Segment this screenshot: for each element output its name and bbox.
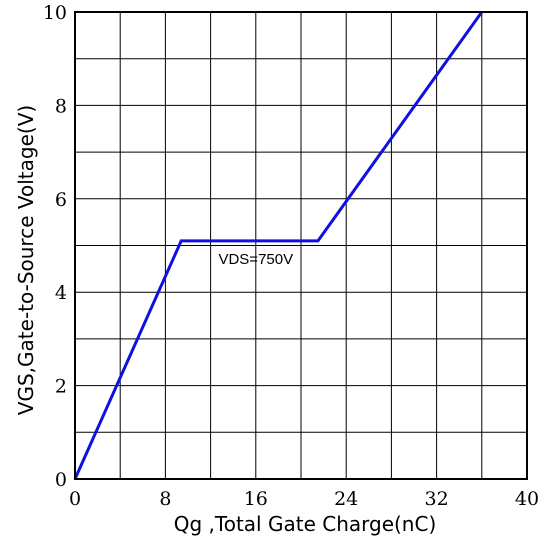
y-tick-label: 8 [55,95,67,117]
x-tick-label: 40 [515,488,539,510]
y-axis-label: VGS,Gate-to-Source Voltage(V) [14,105,38,415]
y-tick-label: 0 [55,469,67,491]
x-tick-label: 8 [159,488,171,510]
annotations: VDS=750V [218,251,293,268]
vgs-curve [73,11,484,480]
x-tick-label: 16 [244,488,268,510]
plot-area-frame [74,11,528,480]
grid-lines [74,11,528,480]
x-tick-label: 0 [69,488,81,510]
x-tick-label: 32 [425,488,449,510]
y-tick-label: 4 [55,282,67,304]
y-tick-label: 2 [55,376,67,398]
vds-annotation: VDS=750V [218,251,293,268]
y-tick-label: 10 [43,2,67,24]
y-tick-label: 6 [55,189,67,211]
series-layer [73,11,484,480]
x-tick-label: 24 [334,488,358,510]
x-axis-label: Qg ,Total Gate Charge(nC) [174,512,437,536]
